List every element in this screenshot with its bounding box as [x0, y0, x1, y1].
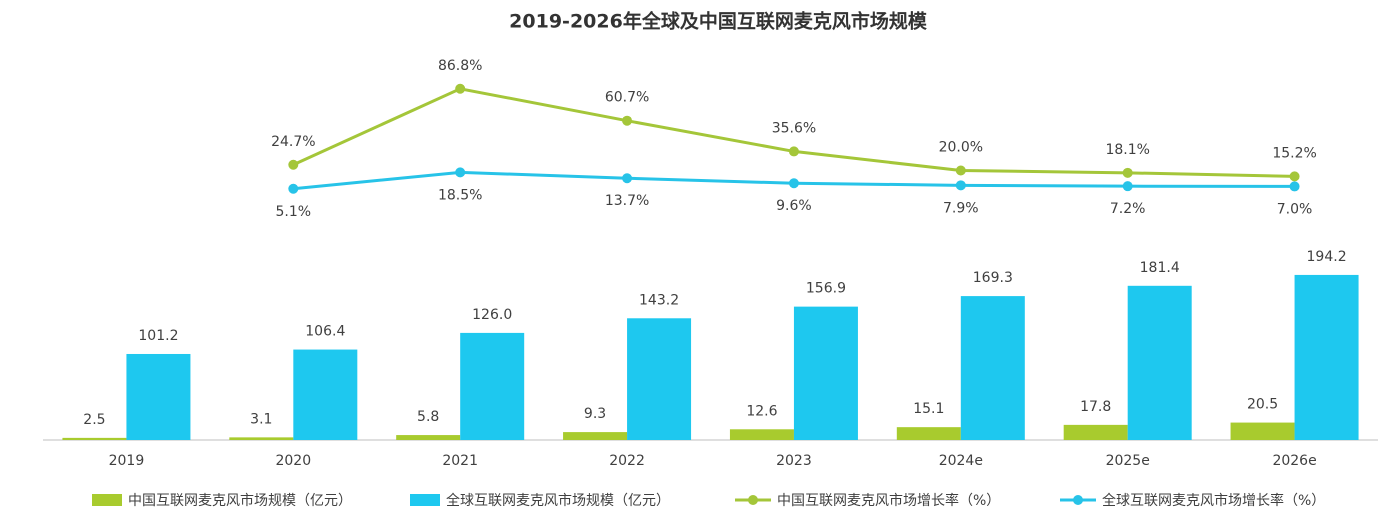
bar [126, 353, 191, 440]
data-label: 20.5 [1247, 397, 1278, 413]
legend-marker [748, 495, 758, 505]
x-tick-label: 2021 [442, 453, 478, 469]
bar [1063, 424, 1128, 440]
data-label: 9.3 [584, 406, 606, 422]
bar [563, 432, 628, 440]
line-point [1289, 181, 1300, 192]
line-point [622, 173, 633, 184]
data-label: 17.8 [1080, 399, 1111, 415]
bar [1294, 274, 1359, 440]
bar [627, 318, 692, 440]
bar [793, 306, 858, 440]
x-tick-label: 2024e [939, 453, 983, 469]
data-label: 15.1 [913, 401, 944, 417]
data-label: 60.7% [605, 90, 649, 106]
legend-swatch [92, 494, 122, 506]
bar [896, 427, 961, 440]
data-label: 106.4 [305, 324, 345, 340]
bar [229, 437, 294, 440]
line-point [955, 165, 966, 176]
data-label: 101.2 [138, 328, 178, 344]
data-label: 5.8 [417, 409, 439, 425]
line-point [1122, 167, 1133, 178]
data-label: 2.5 [83, 412, 105, 428]
line-point [955, 180, 966, 191]
data-label: 20.0% [939, 140, 983, 156]
bar [729, 429, 794, 440]
line-point [455, 167, 466, 178]
data-label: 9.6% [776, 198, 812, 214]
data-label: 143.2 [639, 292, 679, 308]
line-point [622, 115, 633, 126]
data-label: 18.1% [1105, 142, 1149, 158]
bar [1127, 285, 1192, 440]
x-tick-label: 2025e [1106, 453, 1150, 469]
chart-title: 2019-2026年全球及中国互联网麦克风市场规模 [509, 10, 928, 33]
bar [460, 332, 525, 440]
line-point [788, 178, 799, 189]
legend-label: 中国互联网麦克风市场规模（亿元） [128, 492, 352, 509]
bar [1230, 422, 1295, 440]
bar [62, 437, 127, 440]
data-label: 13.7% [605, 193, 649, 209]
data-label: 15.2% [1272, 145, 1316, 161]
data-label: 24.7% [271, 134, 315, 150]
data-label: 7.9% [943, 200, 979, 216]
data-label: 18.5% [438, 187, 482, 203]
data-label: 156.9 [806, 281, 846, 297]
x-tick-label: 2020 [275, 453, 311, 469]
line-point [788, 146, 799, 157]
line-point [1289, 171, 1300, 182]
legend-label: 全球互联网麦克风市场规模（亿元） [446, 492, 670, 509]
data-label: 169.3 [973, 270, 1013, 286]
data-label: 86.8% [438, 58, 482, 74]
bar [396, 435, 461, 440]
data-label: 5.1% [276, 204, 312, 220]
data-label: 3.1 [250, 411, 272, 427]
data-label: 35.6% [772, 120, 816, 136]
data-label: 12.6 [746, 403, 777, 419]
legend-marker [1073, 495, 1083, 505]
x-tick-label: 2026e [1272, 453, 1316, 469]
x-tick-label: 2019 [109, 453, 145, 469]
legend-swatch [410, 494, 440, 506]
bar [960, 296, 1025, 440]
line-point [455, 83, 466, 94]
x-tick-label: 2023 [776, 453, 812, 469]
data-label: 126.0 [472, 307, 512, 323]
x-tick-label: 2022 [609, 453, 645, 469]
data-label: 7.0% [1277, 201, 1313, 217]
legend-label: 中国互联网麦克风市场增长率（%） [777, 492, 1000, 509]
data-label: 194.2 [1307, 249, 1347, 265]
line-point [288, 183, 299, 194]
line-point [288, 159, 299, 170]
legend-label: 全球互联网麦克风市场增长率（%） [1102, 492, 1325, 509]
data-label: 181.4 [1140, 260, 1180, 276]
line-point [1122, 181, 1133, 192]
bar [293, 349, 358, 440]
data-label: 7.2% [1110, 201, 1146, 217]
